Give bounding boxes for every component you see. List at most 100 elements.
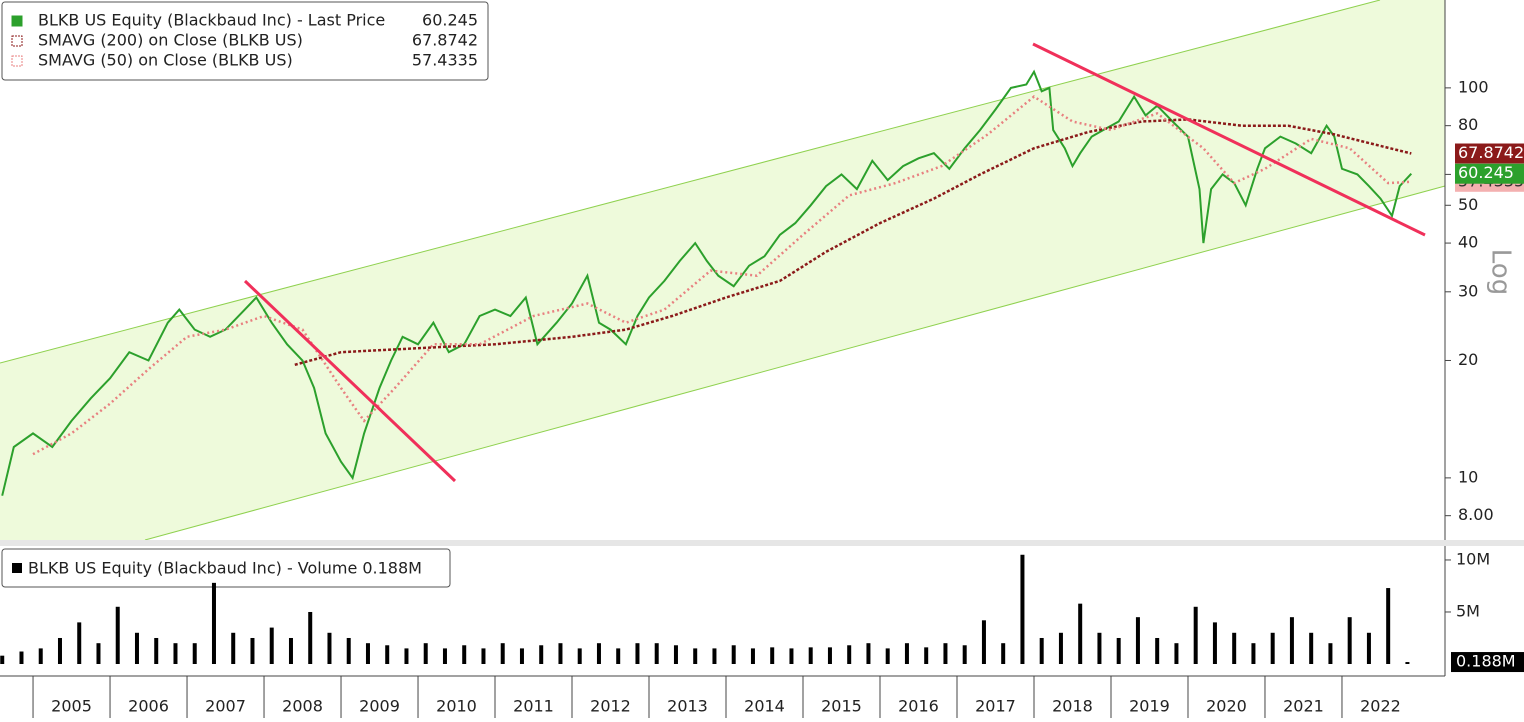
x-tick-label: 2010 — [436, 697, 477, 716]
volume-bar — [1058, 632, 1063, 664]
volume-bar — [1405, 662, 1410, 664]
volume-bar — [539, 645, 544, 664]
volume-bar — [1386, 588, 1391, 664]
volume-bar — [134, 632, 139, 664]
volume-bar — [1135, 617, 1140, 664]
x-tick-label: 2022 — [1360, 697, 1401, 716]
legend-marker — [11, 35, 23, 47]
channel — [0, 0, 1445, 540]
legend-value: 0.188M — [362, 559, 422, 578]
volume-bar — [385, 645, 390, 664]
volume-bar — [500, 643, 505, 664]
volume-bar — [1174, 643, 1179, 664]
legend-value: 67.8742 — [412, 31, 478, 50]
volume-bar — [1097, 632, 1102, 664]
volume-bar — [596, 643, 601, 664]
volume-bar — [365, 643, 370, 664]
volume-bar — [962, 645, 967, 664]
y-tick-label: 30 — [1458, 281, 1478, 300]
volume-bar — [1251, 643, 1256, 664]
legend-marker — [11, 15, 23, 27]
volume-bar — [423, 643, 428, 664]
volume-bar — [750, 648, 755, 664]
volume-bar — [904, 643, 909, 664]
volume-bar — [231, 632, 236, 664]
volume-bar — [57, 637, 62, 664]
volume-bar — [693, 648, 698, 664]
legend-label: BLKB US Equity (Blackbaud Inc) - Last Pr… — [38, 11, 385, 30]
volume-bar — [673, 645, 678, 664]
volume-bar — [866, 643, 871, 664]
volume-bar — [1232, 632, 1237, 664]
volume-bar — [1347, 617, 1352, 664]
volume-bar — [1001, 643, 1006, 664]
value-flag — [1455, 143, 1524, 164]
volume-bar — [1193, 606, 1198, 664]
y-tick-label: 20 — [1458, 350, 1478, 369]
legend — [1, 1, 489, 81]
legend-label: SMAVG (50) on Close (BLKB US) — [38, 51, 293, 70]
volume-bar — [808, 647, 813, 664]
channel-lower — [144, 185, 1446, 541]
volume-bar — [115, 606, 120, 664]
volume-bar — [1116, 637, 1121, 664]
volume-bar — [519, 648, 524, 664]
x-tick-label: 2006 — [128, 697, 169, 716]
price-layer — [1, 69, 1413, 496]
volume-bar — [269, 627, 274, 664]
x-tick-label: 2005 — [51, 697, 92, 716]
series-line — [32, 95, 1412, 456]
y-tick-label: 100 — [1458, 77, 1489, 96]
legend-marker — [11, 55, 23, 67]
volume-bar — [1289, 617, 1294, 664]
x-tick-label: 2017 — [975, 697, 1016, 716]
x-tick-label: 2012 — [590, 697, 631, 716]
volume-bar — [192, 643, 197, 664]
volume-bar — [0, 655, 5, 664]
volume-bar — [1366, 632, 1371, 664]
legend-label: SMAVG (200) on Close (BLKB US) — [38, 31, 303, 50]
legend-value: 60.245 — [422, 11, 478, 30]
volume-bar — [327, 632, 332, 664]
legend-box — [1, 1, 489, 81]
legend-box — [1, 548, 451, 588]
volume-bar — [654, 643, 659, 664]
volume-bar — [789, 648, 794, 664]
x-tick-label: 2011 — [513, 697, 554, 716]
volume-bar — [770, 647, 775, 664]
volume-bar — [404, 648, 409, 664]
volume-bar — [462, 645, 467, 664]
volume-bar — [154, 637, 159, 664]
channel-upper — [0, 0, 1381, 364]
volume-bar — [1212, 622, 1217, 664]
value-flag-label: 0.188M — [1456, 652, 1516, 671]
x-tick-label: 2014 — [744, 697, 785, 716]
y-tick-label: 5M — [1456, 601, 1480, 620]
x-tick-label: 2016 — [898, 697, 939, 716]
volume-bar — [924, 647, 929, 664]
y-tick-label: 40 — [1458, 233, 1478, 252]
volume-bar — [211, 582, 216, 664]
volume-bar — [577, 648, 582, 664]
volume-bar — [885, 648, 890, 664]
x-tick-label: 2008 — [282, 697, 323, 716]
volume-legend — [1, 548, 451, 588]
trend-line — [1032, 42, 1426, 237]
volume-bar — [346, 637, 351, 664]
volume-bar — [442, 648, 447, 664]
value-flag — [1451, 652, 1524, 673]
series-line — [294, 118, 1412, 367]
volume-bar — [943, 643, 948, 664]
volume-bar — [981, 620, 986, 664]
volume-bar — [308, 611, 313, 664]
volume-bar — [847, 645, 852, 664]
x-tick-label: 2013 — [667, 697, 708, 716]
volume-bar — [1155, 637, 1160, 664]
separator — [0, 540, 1524, 546]
x-tick-label: 2021 — [1283, 697, 1324, 716]
volume-bar — [635, 643, 640, 664]
volume-bar — [827, 647, 832, 664]
volume-bar — [250, 637, 255, 664]
